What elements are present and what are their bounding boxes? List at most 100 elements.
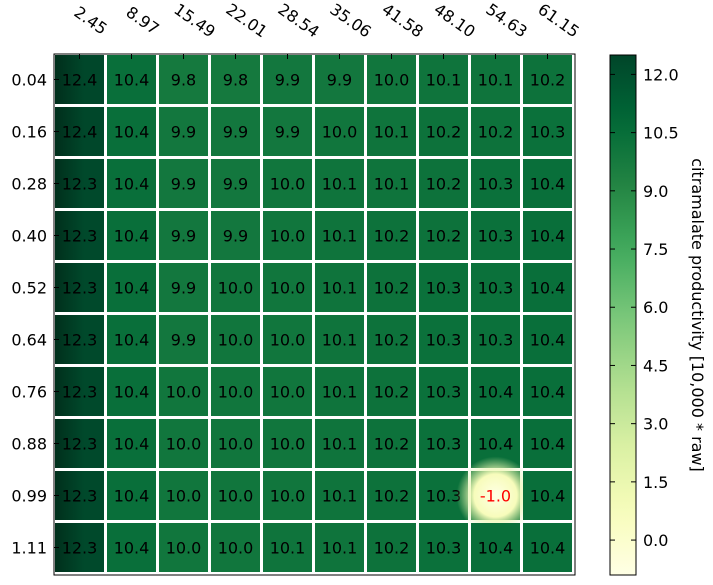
- heatmap-cell-r3-c6: [367, 211, 416, 260]
- cell-value-label: 10.0: [218, 435, 254, 454]
- heatmap-cell-r8-c5: [315, 471, 364, 520]
- cell-value-label: 12.3: [62, 435, 98, 454]
- cell-value-label: 10.0: [270, 383, 306, 402]
- colorbar-tick-label: 9.0: [643, 182, 668, 201]
- heatmap-cell-r6-c6: [367, 367, 416, 416]
- cell-value-label: 10.2: [374, 279, 410, 298]
- cell-value-label: 9.9: [223, 175, 248, 194]
- cell-value-label: 9.9: [327, 71, 352, 90]
- cell-value-label: 10.4: [114, 487, 150, 506]
- cell-value-label: 10.2: [426, 175, 462, 194]
- cell-value-label: 9.9: [171, 175, 196, 194]
- x-tick-labels: 2.45 8.97 15.49 22.01 28.54 35.06 41.58 48.10 54…: [71, 0, 583, 59]
- colorbar-tick-label: 3.0: [643, 415, 668, 434]
- cell-value-label: 12.3: [62, 383, 98, 402]
- heatmap-cell-r4-c7: [419, 263, 468, 312]
- heatmap-cell-r5-c3: [211, 315, 260, 364]
- heatmap-cell-r2-c6: [367, 159, 416, 208]
- cell-shade: [55, 471, 104, 520]
- heatmap-cell-r1-c3: [211, 107, 260, 156]
- cell-value-label: 10.1: [374, 123, 410, 142]
- cell-value-label: 10.3: [426, 539, 462, 558]
- cell-value-label: 10.4: [530, 279, 566, 298]
- cell-value-label: 10.3: [478, 279, 514, 298]
- x-tick-label: 15.49: [170, 0, 218, 41]
- colorbar-tick-label: 1.5: [643, 473, 668, 492]
- x-tick-label: 54.63: [482, 0, 530, 41]
- x-tick-label: 22.01: [222, 0, 270, 41]
- x-tick-label: 48.10: [430, 0, 478, 41]
- y-tick-label: 1.11: [11, 539, 47, 558]
- heatmap-cell-r3-c9: [523, 211, 572, 260]
- cell-value-label: 10.1: [322, 227, 358, 246]
- cell-value-label: 12.3: [62, 487, 98, 506]
- colorbar-tick-label: 7.5: [643, 240, 668, 259]
- heatmap-cell-r5-c1: [107, 315, 156, 364]
- heatmap-cell-r7-c6: [367, 419, 416, 468]
- cell-value-label: 10.4: [530, 539, 566, 558]
- cell-shade: [55, 315, 104, 364]
- heatmap-cell-r0-c4: [263, 55, 312, 104]
- heatmap-cell-r8-c9: [523, 471, 572, 520]
- cell-value-label: 9.9: [171, 279, 196, 298]
- heatmap-cell-r5-c2: [159, 315, 208, 364]
- cell-value-label: 10.0: [270, 487, 306, 506]
- cell-value-label: 10.4: [530, 227, 566, 246]
- x-tick-label: 35.06: [326, 0, 374, 41]
- heatmap-cell-r2-c8: [471, 159, 520, 208]
- heatmap-cell-r4-c4: [263, 263, 312, 312]
- heatmap-cell-r4-c8: [471, 263, 520, 312]
- heatmap-cell-r0-c9: [523, 55, 572, 104]
- cell-value-label: 10.3: [478, 331, 514, 350]
- heatmap-cell-r0-c6: [367, 55, 416, 104]
- heatmap-cell-r1-c5: [315, 107, 364, 156]
- cell-shade: [55, 367, 104, 416]
- cell-value-label: 12.3: [62, 539, 98, 558]
- heatmap-cell-r3-c7: [419, 211, 468, 260]
- heatmap-cell-r0-c5: [315, 55, 364, 104]
- heatmap-cell-r1-c8: [471, 107, 520, 156]
- x-tick-label: 8.97: [123, 2, 163, 38]
- cell-value-label: 10.4: [478, 539, 514, 558]
- cell-value-label: 9.8: [171, 71, 196, 90]
- heatmap-cell-r4-c3: [211, 263, 260, 312]
- cell-value-label: -1.0: [480, 487, 511, 506]
- cell-value-label: 10.3: [426, 383, 462, 402]
- y-tick-label: 0.64: [11, 331, 47, 350]
- cell-value-label: 10.4: [478, 383, 514, 402]
- cell-value-label: 10.1: [322, 331, 358, 350]
- heatmap-cell-r7-c1: [107, 419, 156, 468]
- heatmap-cell-r5-c9: [523, 315, 572, 364]
- cell-value-label: 10.1: [270, 539, 306, 558]
- heatmap-cell-r4-c2: [159, 263, 208, 312]
- cell-value-label: 12.3: [62, 331, 98, 350]
- heatmap-cell-r5-c8: [471, 315, 520, 364]
- cell-value-label: 10.4: [530, 487, 566, 506]
- cell-value-label: 10.2: [374, 487, 410, 506]
- cell-value-label: 10.1: [374, 175, 410, 194]
- cell-value-label: 9.9: [275, 71, 300, 90]
- heatmap-cell-r5-c6: [367, 315, 416, 364]
- colorbar-gradient: [609, 54, 637, 576]
- x-tick-label: 28.54: [274, 0, 322, 41]
- cell-value-label: 10.0: [270, 331, 306, 350]
- cell-value-label: 10.2: [374, 435, 410, 454]
- cell-value-label: 10.1: [322, 175, 358, 194]
- cell-value-label: 10.2: [374, 539, 410, 558]
- cell-value-label: 10.0: [270, 435, 306, 454]
- heatmap-cell-r1-c1: [107, 107, 156, 156]
- cell-value-label: 10.3: [478, 175, 514, 194]
- heatmap-cell-r7-c4: [263, 419, 312, 468]
- y-tick-label: 0.16: [11, 123, 47, 142]
- heatmap-cell-r2-c9: [523, 159, 572, 208]
- y-tick-label: 0.99: [11, 487, 47, 506]
- heatmap-cell-r6-c9: [523, 367, 572, 416]
- heatmap-cell-r5-c7: [419, 315, 468, 364]
- heatmap-cell-r2-c7: [419, 159, 468, 208]
- heatmap-cell-r7-c5: [315, 419, 364, 468]
- heatmap-cell-r0-c1: [107, 55, 156, 104]
- y-tick-labels: 0.04 0.16 0.28 0.40 0.52 0.64 0.76 0.88 0.99 1.11: [11, 71, 59, 558]
- heatmap-cell-r9-c6: [367, 523, 416, 572]
- cell-value-label: 10.4: [114, 331, 150, 350]
